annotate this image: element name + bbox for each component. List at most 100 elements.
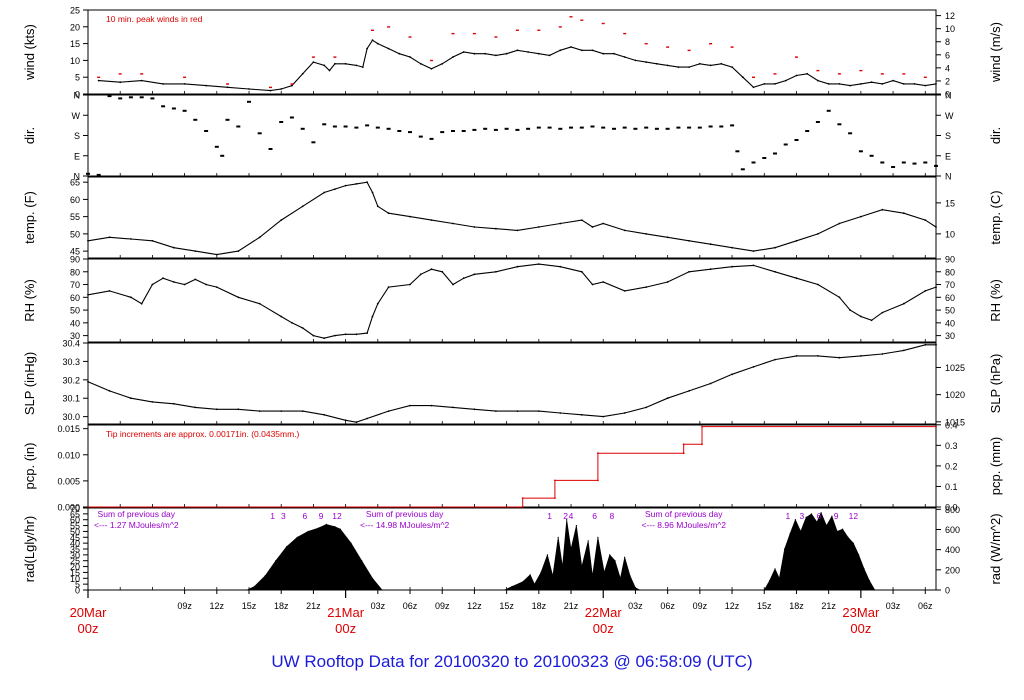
data-point [269,89,272,92]
direction-point [204,130,209,132]
data-point [597,452,599,455]
peak-mark [430,59,433,62]
data-point [935,425,937,428]
data-point [473,273,476,276]
daily-sum-value: <--- 1.27 MJoules/m^2 [94,520,179,530]
direction-point [665,127,670,130]
right-y-tick-label: 0 [945,586,950,596]
data-point [881,208,884,211]
data-point [795,239,798,242]
data-point [484,52,487,55]
solar-hour-mark: 1 [547,511,552,521]
direction-point [118,97,123,100]
data-point [666,281,669,283]
data-point [376,302,379,305]
y-tick-label: 30 [70,331,80,341]
direction-point [891,166,896,168]
data-point [817,233,819,235]
data-point [774,83,776,85]
direction-point [536,126,541,129]
data-point [194,278,197,281]
day-label-date: 23Mar [842,605,880,620]
direction-point [569,126,573,129]
peak-mark [773,73,777,75]
direction-point [375,126,380,129]
peak-mark [371,29,374,31]
data-line [87,263,937,339]
y-tick-label: 70 [70,504,80,514]
data-point [838,296,841,299]
peak-mark [795,56,798,58]
peak-mark [880,73,884,75]
data-point [838,356,841,359]
radiation-point [794,519,797,521]
data-point [387,212,390,215]
right-axis-label: wind (m/s) [988,22,1003,83]
y-tick-label: 30.2 [62,375,80,385]
y-tick-label: 55 [70,212,80,222]
data-point [366,332,368,334]
data-point [656,62,658,65]
data-point [827,83,830,85]
radiation-point [609,554,611,556]
panel-frame [87,9,937,95]
data-point [344,62,347,65]
data-point [838,222,841,225]
data-point [731,246,733,249]
right-y-tick-label: N [945,91,952,101]
panel-wind: 0 5 10 15 20 25 0 2 4 6 8 10 12 wind (kts) wind (m/s) 1… [22,6,1003,100]
data-point [645,61,648,63]
data-point [312,61,315,63]
left-axis-label: wind (kts) [22,24,37,81]
right-y-tick-label: E [945,151,951,161]
data-point [162,83,165,85]
data-point [516,49,519,52]
right-y-tick-label: 50 [945,306,955,316]
direction-point [934,164,938,167]
y-tick-label: 10 [70,574,80,584]
solar-hour-mark: 2 [563,511,568,521]
right-axis-label: temp. (C) [988,190,1003,244]
data-point [205,84,208,87]
y-tick-label: 0.015 [57,424,80,434]
data-point [527,51,529,53]
y-tick-label: 0.005 [57,476,80,486]
panel-temp: 45 50 55 60 65 10 15 temp. (F) temp. (C) [22,176,1003,259]
panel-annotation: 10 min. peak winds in red [106,14,203,24]
direction-point [805,130,810,132]
data-point [108,236,111,239]
y-tick-label: 5 [75,73,80,83]
x-tick-label: 09z [435,601,450,611]
data-point [130,397,132,400]
radiation-point [597,536,599,538]
y-tick-label: 20 [70,562,80,572]
radiation-point [639,589,641,591]
right-y-tick-label: 10 [945,229,955,239]
radiation-point [339,528,341,530]
radiation-point [371,577,374,579]
data-point [731,66,733,68]
data-point [741,76,744,79]
daily-sum-label: Sum of previous day [98,509,176,519]
data-point [215,286,218,288]
data-point [495,54,497,57]
data-point [795,277,798,280]
peak-mark [333,56,337,58]
data-point [516,265,519,268]
peak-mark [569,16,573,18]
direction-point [311,141,316,144]
data-point [452,283,454,286]
data-point [784,79,787,82]
direction-point [332,125,337,128]
y-tick-label: 60 [70,195,80,205]
direction-point [826,109,831,112]
radiation-point [874,589,876,591]
peak-mark [623,32,627,35]
data-point [935,286,937,288]
data-point [409,283,411,286]
data-point [355,333,358,336]
x-tick-label: 15z [499,601,514,611]
data-point [323,337,326,340]
direction-point [322,123,327,126]
